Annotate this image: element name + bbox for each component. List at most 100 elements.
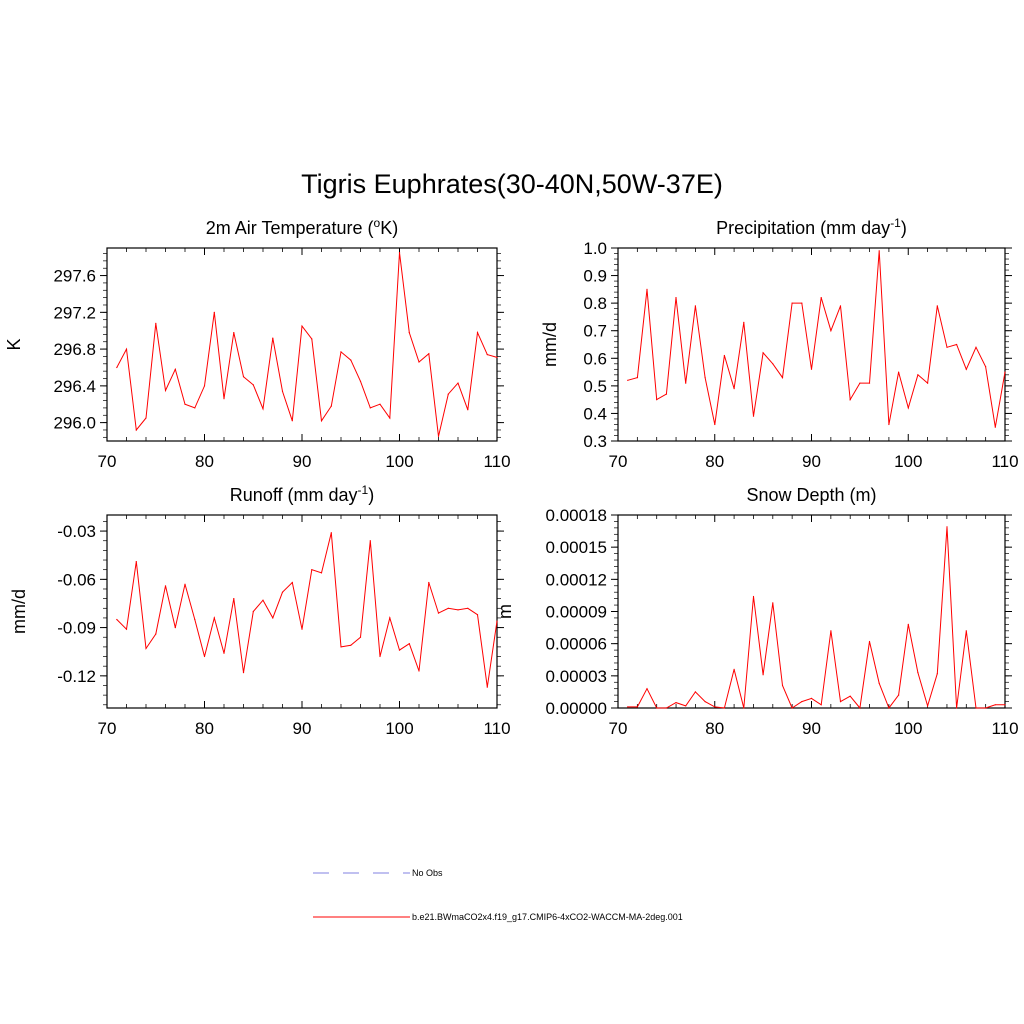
y-tick-label: 296.8	[53, 340, 96, 359]
data-point	[437, 435, 440, 437]
y-axis-label: mm/d	[540, 322, 560, 367]
y-tick-label: 0.00012	[546, 570, 607, 589]
data-point	[675, 297, 677, 299]
data-point	[820, 704, 822, 706]
data-point	[936, 673, 938, 675]
data-point	[975, 346, 977, 348]
data-point	[646, 688, 648, 690]
panel-title: Snow Depth (m)	[746, 485, 876, 505]
data-point	[898, 371, 900, 373]
data-point	[830, 330, 832, 332]
series-line	[627, 526, 1005, 710]
y-tick-label: 0.3	[583, 432, 607, 451]
data-point	[301, 325, 303, 327]
data-point	[878, 682, 880, 684]
panel-title: Precipitation (mm day-1)	[716, 216, 907, 238]
data-point	[408, 332, 410, 334]
data-point	[233, 332, 235, 334]
data-point	[849, 695, 851, 697]
data-point	[125, 348, 128, 350]
data-point	[898, 694, 900, 696]
y-tick-label: 0.00003	[546, 667, 607, 686]
series-line	[627, 250, 1006, 428]
legend-label-no-obs: No Obs	[412, 868, 443, 878]
data-point	[772, 363, 774, 365]
y-tick-label: 297.2	[53, 303, 96, 322]
data-point	[801, 302, 803, 304]
data-point	[849, 399, 851, 401]
plot-frame	[617, 514, 1006, 709]
data-point	[447, 607, 449, 609]
data-point	[946, 346, 948, 348]
data-point	[830, 630, 832, 632]
y-tick-label: 297.6	[53, 267, 96, 286]
data-point	[116, 618, 118, 621]
data-point	[656, 707, 658, 709]
x-tick-label: 90	[293, 452, 312, 471]
data-point	[781, 377, 784, 379]
data-point	[155, 322, 157, 324]
y-tick-label: 296.4	[53, 377, 96, 396]
data-point	[985, 707, 987, 709]
data-point	[636, 706, 639, 708]
data-point	[428, 353, 430, 355]
data-point	[868, 382, 871, 384]
data-point	[242, 672, 245, 674]
data-point	[184, 403, 186, 405]
y-tick-label: 0.00009	[546, 603, 607, 622]
data-point	[946, 526, 948, 528]
data-point	[665, 393, 668, 395]
data-point	[820, 297, 822, 299]
data-point	[467, 409, 469, 411]
data-point	[281, 390, 284, 392]
data-point	[694, 305, 697, 307]
data-point	[447, 393, 449, 395]
y-axis-label: K	[4, 338, 24, 350]
x-tick-label: 100	[385, 452, 413, 471]
data-point	[486, 354, 488, 356]
series-line	[116, 532, 498, 688]
panel-1: Precipitation (mm day-1) 70 80 90 100 110 0.3 0…	[540, 216, 1019, 471]
data-point	[379, 403, 381, 405]
x-tick-label: 100	[385, 719, 413, 738]
data-point	[428, 581, 430, 584]
y-tick-label: 0.6	[583, 349, 607, 368]
data-point	[379, 655, 381, 658]
data-point	[723, 354, 726, 357]
data-point	[340, 646, 342, 648]
y-tick-label: 0.9	[583, 267, 607, 286]
panel-3: Snow Depth (m) 70 80 90 100 110 0.00000 0.00003…	[495, 485, 1019, 738]
data-point	[252, 384, 254, 386]
x-tick-label: 70	[609, 452, 628, 471]
y-tick-label: -0.06	[57, 570, 96, 589]
data-point	[907, 623, 909, 626]
data-point	[437, 612, 440, 614]
data-point	[733, 388, 735, 390]
data-point	[791, 302, 793, 304]
data-point	[636, 377, 639, 379]
legend: No Obs b.e21.BWmaCO2x4.f19_g17.CMIP6-4xC…	[313, 868, 683, 922]
data-point	[467, 607, 469, 609]
data-point	[859, 707, 861, 709]
x-tick-label: 70	[609, 719, 628, 738]
x-tick-label: 110	[483, 719, 510, 738]
data-point	[839, 305, 842, 307]
data-point	[350, 644, 352, 646]
data-point	[164, 389, 167, 392]
data-point	[203, 655, 206, 658]
data-point	[927, 705, 929, 707]
data-point	[781, 684, 784, 687]
x-tick-label: 80	[705, 452, 724, 471]
figure-title: Tigris Euphrates(30-40N,50W-37E)	[301, 169, 723, 199]
data-point	[330, 532, 332, 534]
y-axis-label: mm/d	[9, 589, 29, 634]
data-point	[145, 647, 147, 650]
data-point	[184, 583, 186, 585]
data-point	[476, 332, 479, 334]
data-point	[213, 617, 215, 619]
data-point	[174, 368, 176, 370]
data-point	[262, 408, 264, 410]
data-point	[125, 628, 128, 630]
data-point	[398, 252, 401, 254]
